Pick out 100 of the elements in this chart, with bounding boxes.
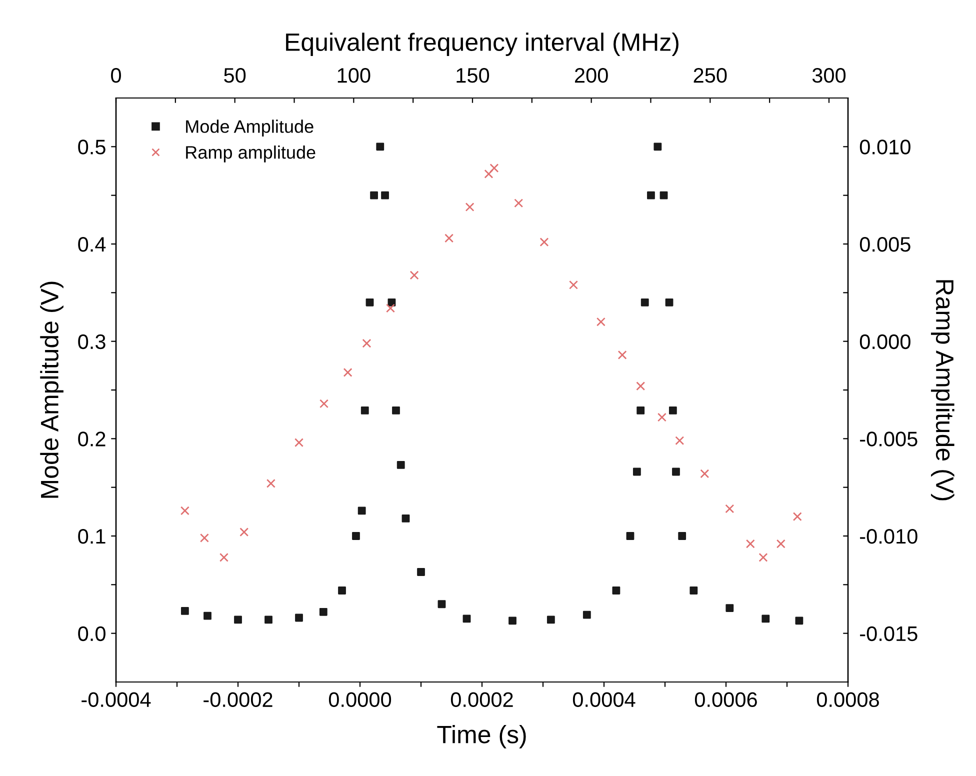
point xyxy=(640,298,649,306)
y2-tick-label: -0.005 xyxy=(860,432,918,446)
point xyxy=(700,469,710,478)
x2-tick-label: 100 xyxy=(338,68,370,83)
y2-tick-label: 0.005 xyxy=(860,237,910,252)
y2-tick-label: -0.015 xyxy=(860,626,918,642)
point xyxy=(180,506,190,516)
point xyxy=(240,528,249,537)
point xyxy=(654,142,662,151)
x2-tick-label: 300 xyxy=(812,68,846,83)
point xyxy=(582,610,591,619)
point xyxy=(636,382,646,391)
point xyxy=(758,552,768,562)
point xyxy=(514,198,524,208)
x-tick-label: 0.0008 xyxy=(816,692,879,708)
x2-tick-label: 250 xyxy=(694,68,727,83)
point xyxy=(320,399,329,408)
point xyxy=(612,586,620,594)
x2-axis-title: Equivalent frequency interval (MHz) xyxy=(286,32,678,56)
point xyxy=(484,169,494,178)
point xyxy=(294,438,304,448)
point xyxy=(204,612,212,620)
point xyxy=(792,512,802,522)
point xyxy=(295,614,303,622)
point xyxy=(776,539,786,548)
point xyxy=(569,280,578,290)
point xyxy=(668,406,677,414)
y-axis-title: Mode Amplitude (V) xyxy=(40,282,64,498)
point xyxy=(388,298,396,306)
y2-tick-label: 0.010 xyxy=(860,140,910,154)
point xyxy=(462,614,471,623)
x2-tick-label: 50 xyxy=(224,68,246,83)
point xyxy=(360,406,369,414)
point xyxy=(219,552,228,562)
point xyxy=(657,412,666,422)
legend-label: Ramp amplitude xyxy=(186,146,316,162)
point xyxy=(438,600,446,608)
y-tick-label: 0.3 xyxy=(78,334,106,350)
point xyxy=(508,616,516,625)
point xyxy=(381,191,389,200)
point xyxy=(726,604,734,612)
point xyxy=(647,191,655,200)
point xyxy=(678,532,686,540)
point xyxy=(180,606,189,615)
point xyxy=(366,298,374,306)
point xyxy=(672,468,680,476)
y2-axis-title: Ramp Amplitude (V) xyxy=(930,280,954,500)
point xyxy=(343,368,352,377)
point xyxy=(546,616,555,624)
point xyxy=(762,614,770,623)
point xyxy=(319,608,328,616)
x-tick-label: 0.0000 xyxy=(328,692,392,708)
y-tick-label: 0.0 xyxy=(78,626,106,642)
point xyxy=(675,436,684,446)
point xyxy=(465,202,474,212)
point xyxy=(626,532,634,540)
point xyxy=(618,350,627,360)
point xyxy=(795,616,804,625)
point xyxy=(632,468,641,476)
point xyxy=(660,191,668,200)
x-tick-label: -0.0004 xyxy=(82,692,151,708)
x-tick-label: -0.0002 xyxy=(204,692,272,708)
y-tick-label: 0.4 xyxy=(78,237,106,252)
point xyxy=(200,533,209,542)
point xyxy=(264,616,272,624)
point xyxy=(746,539,755,548)
point xyxy=(362,338,372,348)
point xyxy=(402,514,410,522)
point xyxy=(234,616,242,624)
x2-tick-label: 150 xyxy=(456,68,490,83)
point xyxy=(386,304,395,313)
point xyxy=(725,504,734,514)
point xyxy=(690,586,698,594)
x-tick-label: 0.0002 xyxy=(450,692,513,708)
point xyxy=(370,191,378,200)
point xyxy=(266,478,276,488)
point xyxy=(410,270,419,280)
point xyxy=(352,532,360,540)
point xyxy=(417,568,425,576)
legend-label: Mode Amplitude xyxy=(186,120,314,136)
point xyxy=(540,238,549,247)
y2-tick-label: -0.010 xyxy=(860,529,918,544)
point xyxy=(392,406,400,414)
y2-tick-label: 0.000 xyxy=(860,334,910,350)
point xyxy=(396,460,405,469)
point xyxy=(376,142,384,151)
x2-tick-label: 0 xyxy=(111,68,121,83)
point xyxy=(444,234,454,243)
y-tick-label: 0.2 xyxy=(78,432,106,446)
y-tick-label: 0.1 xyxy=(78,529,106,544)
x-axis-title: Time (s) xyxy=(437,725,526,748)
x-tick-label: 0.0006 xyxy=(694,692,757,708)
point xyxy=(490,164,499,173)
y-tick-label: 0.5 xyxy=(78,140,106,154)
point xyxy=(665,298,674,306)
x-tick-label: 0.0004 xyxy=(572,692,636,708)
x2-tick-label: 200 xyxy=(574,68,608,83)
point xyxy=(338,586,346,594)
point xyxy=(596,317,606,326)
point xyxy=(358,506,366,515)
